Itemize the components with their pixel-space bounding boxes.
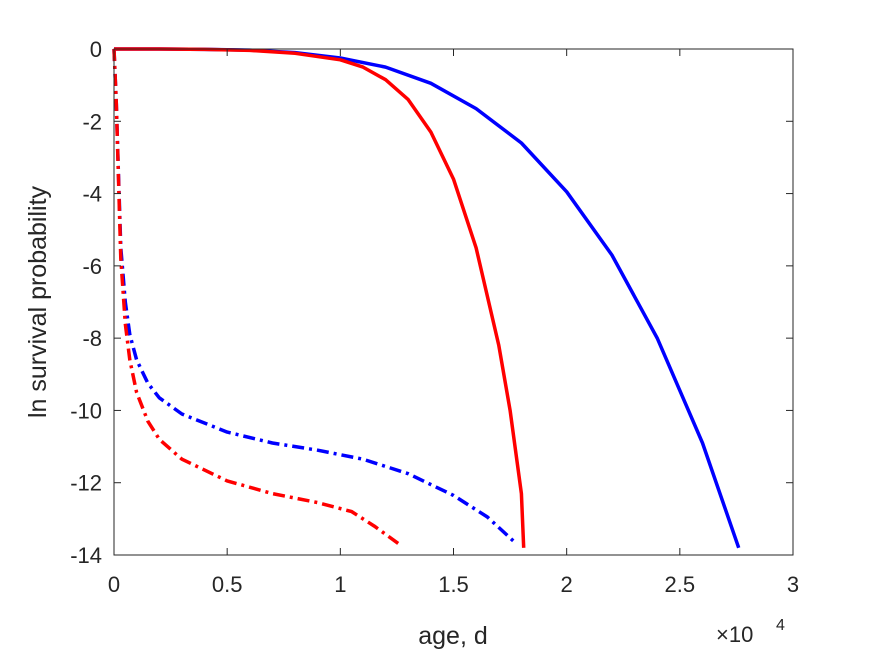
series-line-4 bbox=[112, 48, 401, 546]
x-tick-label: 0 bbox=[108, 572, 120, 597]
y-tick-label: -10 bbox=[70, 398, 102, 423]
y-tick-label: -12 bbox=[70, 471, 102, 496]
y-tick-label: -8 bbox=[82, 326, 102, 351]
x-tick-label: 0.5 bbox=[212, 572, 243, 597]
y-tick-label: 0 bbox=[90, 37, 102, 62]
y-tick-label: -6 bbox=[82, 254, 102, 279]
x-tick-label: 2.5 bbox=[665, 572, 696, 597]
plot-background bbox=[114, 49, 793, 555]
y-tick-label: -14 bbox=[70, 543, 102, 568]
x-axis-label: age, d bbox=[418, 622, 488, 650]
x-tick-label: 3 bbox=[787, 572, 799, 597]
y-tick-label: -4 bbox=[82, 182, 102, 207]
y-axis-label: ln survival probability bbox=[24, 185, 52, 418]
x-tick-label: 2 bbox=[561, 572, 573, 597]
y-axis-ticks: 0 -2 -4 -6 -8 -10 -12 -14 bbox=[70, 37, 793, 568]
x-tick-label: 1 bbox=[334, 572, 346, 597]
x-axis-multiplier-exponent: 4 bbox=[776, 617, 785, 634]
y-tick-label: -2 bbox=[82, 109, 102, 134]
x-tick-label: 1.5 bbox=[438, 572, 469, 597]
x-axis-ticks: 0 0.5 1 1.5 2 2.5 3 bbox=[108, 49, 799, 597]
x-axis-multiplier-prefix: ×10 bbox=[716, 622, 753, 647]
